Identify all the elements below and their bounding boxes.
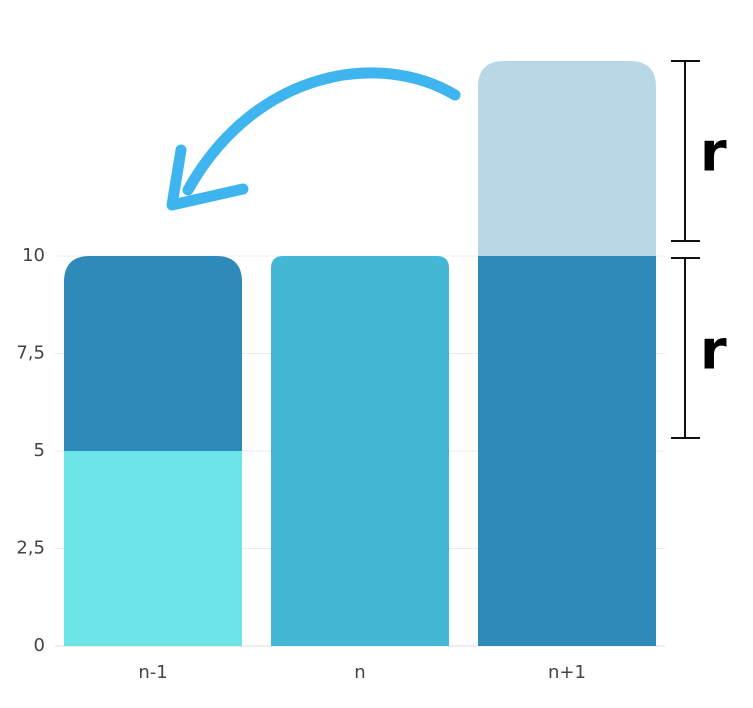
y-tick-label: 7,5	[16, 343, 45, 364]
bar-segment	[271, 256, 449, 646]
bar-segment	[64, 256, 242, 451]
bar-segment	[478, 256, 656, 646]
x-tick-label: n-1	[138, 662, 167, 683]
arrow-head	[166, 144, 249, 211]
annotation: r	[700, 121, 727, 184]
bar-segment	[64, 451, 242, 646]
y-tick-label: 2,5	[16, 538, 45, 559]
bar-segment	[478, 61, 656, 256]
x-tick-label: n	[354, 662, 365, 683]
annotation: r	[700, 319, 727, 382]
y-tick-label: 10	[22, 245, 45, 266]
arrow	[182, 67, 461, 196]
x-tick-label: n+1	[548, 662, 586, 683]
y-tick-label: 5	[34, 440, 45, 461]
y-tick-label: 0	[34, 635, 45, 656]
brackets	[671, 60, 700, 439]
